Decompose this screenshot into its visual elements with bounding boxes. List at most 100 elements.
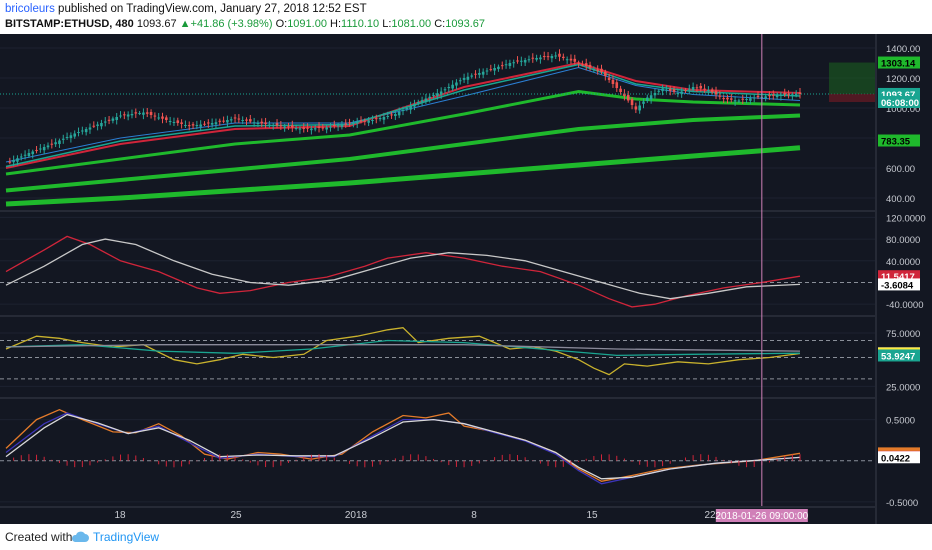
candle-body [394,114,397,117]
stop-zone-box[interactable] [829,93,875,102]
publish-text: published on TradingView.com, January 27… [54,3,367,15]
candle-body [142,112,145,115]
candle-body [352,122,355,125]
candle-body [252,122,256,124]
author-link[interactable]: bricoleurs [5,3,55,15]
candle-body [424,98,428,103]
candle-body [764,96,767,99]
y-tick-label: 400.00 [886,194,915,205]
candle-body [661,88,664,92]
axis-value-label: 783.35 [878,134,920,147]
y-tick-label: 1000.00 [886,104,920,115]
candle-body [88,127,92,130]
candle-body [516,60,519,62]
candle-body [367,120,370,123]
axis-value-text: 1093.67 [881,90,915,101]
candle-body [485,70,489,72]
candle-body [531,57,535,59]
candle-body [199,124,202,127]
candle-body [455,82,458,86]
axis-value-text: 783.35 [881,136,911,147]
chart-area[interactable]: 1400.001200.001000.00800.00600.00400.001… [0,34,932,524]
candle-body [16,158,19,162]
candle-body [35,149,38,151]
candle-body [535,58,538,60]
candle-body [321,127,325,129]
candle-body [226,120,229,123]
cursor-date-label: 2018-01-26 09:00:00 [715,509,809,522]
candle-body [604,71,607,76]
pane-1[interactable]: 1400.001200.001000.00800.00600.00400.001… [0,44,920,207]
candle-body [527,59,531,61]
candle-body [432,95,435,96]
candle-body [718,95,722,97]
candle-body [615,82,619,88]
candle-body [268,124,271,126]
candle-body [271,125,275,126]
candle-body [642,101,645,104]
candle-body [478,73,481,75]
candle-body [649,95,653,100]
candle-body [100,123,103,127]
candle-body [672,89,676,92]
candle-body [439,91,443,95]
tradingview-brand-link[interactable]: TradingView [93,530,160,544]
candle-body [214,122,218,125]
candle-body [623,93,626,96]
candle-body [283,126,286,128]
candle-body [336,125,340,127]
candle-body [657,90,661,92]
candle-body [237,118,241,120]
candle-body [420,100,424,102]
candle-body [260,121,264,124]
axis-value-label: 0.0422 [878,451,920,464]
candle-body [195,125,199,126]
low-value: 1081.00 [391,18,432,30]
candle-body [798,92,802,95]
candle-body [619,88,622,92]
target-zone-box[interactable] [829,62,875,94]
candle-body [218,120,222,122]
candle-body [256,123,260,124]
x-tick-label: 25 [230,510,242,521]
candle-body [607,77,611,80]
candle-body [249,119,252,122]
candle-body [161,116,164,119]
candle-body [279,125,283,127]
open-label: O: [275,18,288,30]
candle-body [27,153,31,157]
chart-canvas[interactable]: 1400.001200.001000.00800.00600.00400.001… [0,34,932,524]
candle-body [500,65,504,67]
pane-2[interactable]: 120.0000 80.0000 40.0000 -40.0000 11.5417-3.… [0,210,926,311]
candle-body [130,114,134,116]
candle-body [489,69,493,71]
candle-body [779,94,783,97]
candle-body [630,99,634,105]
candle-body [638,105,641,111]
candle-body [103,121,107,123]
symbol-label[interactable]: BITSTAMP:ETHUSD, 480 [5,18,134,30]
x-tick-label: 15 [586,510,598,521]
footer: Created with TradingView [0,524,932,550]
candle-body [783,93,787,95]
close-value: 1093.67 [445,18,485,30]
candle-body [588,64,592,68]
indicator-line-3 [5,413,801,480]
candle-body [317,126,321,128]
y-tick-label: 75.0000 [886,329,920,340]
candle-body [65,137,69,138]
candle-body [397,112,401,116]
candle-body [58,140,61,144]
candle-body [416,102,420,103]
candle-body [374,118,378,120]
axis-value-label: -3.6084 [878,278,920,291]
y-tick-label: 600.00 [886,164,915,175]
candle-body [596,69,599,71]
candle-body [96,124,99,126]
axis-value-text: -3.6084 [881,280,914,291]
candle-body [703,88,706,90]
candle-body [275,123,279,126]
moving-average-1 [5,145,801,207]
